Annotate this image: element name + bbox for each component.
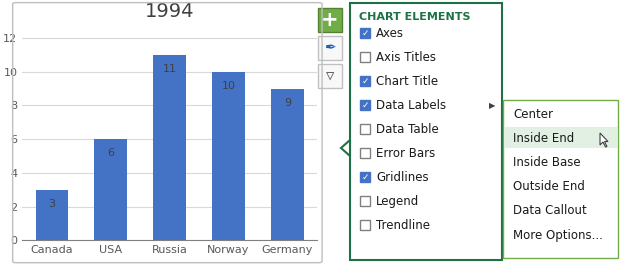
Bar xyxy=(318,8,342,32)
Bar xyxy=(94,139,127,240)
FancyBboxPatch shape xyxy=(503,100,618,258)
Bar xyxy=(318,64,342,88)
Text: 3: 3 xyxy=(48,199,55,209)
Text: ▿: ▿ xyxy=(326,67,334,85)
Text: ✓: ✓ xyxy=(361,29,369,38)
Text: ▶: ▶ xyxy=(489,101,495,110)
Bar xyxy=(504,127,617,148)
Text: Data Labels: Data Labels xyxy=(376,99,446,112)
Bar xyxy=(153,55,186,240)
Text: 9: 9 xyxy=(284,98,291,108)
Text: CHART ELEMENTS: CHART ELEMENTS xyxy=(359,12,470,22)
Text: +: + xyxy=(321,10,339,30)
Text: Center: Center xyxy=(513,109,553,121)
Bar xyxy=(360,196,370,206)
Text: Gridlines: Gridlines xyxy=(376,171,429,184)
Text: Error Bars: Error Bars xyxy=(376,147,436,160)
Text: Outside End: Outside End xyxy=(513,181,585,194)
Text: Legend: Legend xyxy=(376,195,419,208)
Text: More Options...: More Options... xyxy=(513,229,603,242)
Text: 10: 10 xyxy=(221,81,235,91)
Text: Trendline: Trendline xyxy=(376,219,430,232)
Bar xyxy=(360,76,370,86)
Bar xyxy=(360,28,370,38)
Title: 1994: 1994 xyxy=(145,2,195,21)
Text: Data Table: Data Table xyxy=(376,123,439,136)
Bar xyxy=(36,190,68,240)
Bar xyxy=(212,72,245,240)
Text: Axis Titles: Axis Titles xyxy=(376,51,436,64)
Bar xyxy=(360,100,370,110)
Text: Inside Base: Inside Base xyxy=(513,157,581,169)
FancyBboxPatch shape xyxy=(350,3,502,260)
Bar xyxy=(360,172,370,182)
Bar xyxy=(318,36,342,60)
Text: 11: 11 xyxy=(162,64,177,74)
Bar xyxy=(271,88,304,240)
Polygon shape xyxy=(341,140,350,156)
Bar xyxy=(360,148,370,158)
Text: Chart Title: Chart Title xyxy=(376,75,438,88)
Bar xyxy=(360,124,370,134)
Text: Data Callout: Data Callout xyxy=(513,205,586,218)
Text: ✓: ✓ xyxy=(361,173,369,182)
Text: Inside End: Inside End xyxy=(513,133,574,145)
Text: ✓: ✓ xyxy=(361,101,369,110)
Text: Axes: Axes xyxy=(376,27,404,40)
Polygon shape xyxy=(600,133,608,147)
Bar xyxy=(360,220,370,230)
Text: 6: 6 xyxy=(107,148,114,158)
Text: ✒: ✒ xyxy=(324,41,336,55)
Bar xyxy=(360,52,370,62)
Text: ✓: ✓ xyxy=(361,77,369,86)
